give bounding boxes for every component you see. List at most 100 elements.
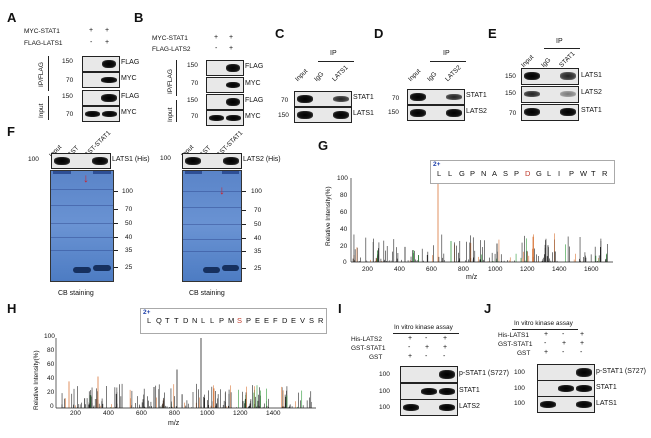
residue: N [192, 316, 198, 325]
x-tick: 1000 [488, 266, 503, 273]
mw-marker: 150 [505, 90, 516, 97]
panel-letter-i: I [338, 301, 342, 316]
coomassie-gel-right [182, 170, 242, 282]
y-axis-label: Relative Intensity(%) [33, 350, 40, 410]
y-tick: 80 [47, 347, 55, 354]
mw-marker: 70 [191, 80, 199, 87]
blot-label: FLAG [245, 63, 264, 70]
coomassie-gel-left [50, 170, 114, 282]
side-label-ip: IP/FLAG [38, 62, 45, 87]
row-label: His-LATS2 [351, 336, 382, 343]
x-tick: 200 [70, 410, 81, 417]
gel-marker: 50 [125, 220, 133, 227]
blot-label: MYC [245, 80, 261, 87]
residue: E [255, 316, 261, 325]
row-label-flag-lats2: FLAG-LATS2 [152, 46, 191, 53]
blot-label: LATS1 [581, 72, 602, 79]
blot-a-input-myc [82, 106, 120, 122]
sign: + [425, 344, 430, 351]
residue: W [580, 169, 588, 178]
mw-marker: 100 [514, 385, 525, 392]
residue: L [437, 169, 442, 178]
mw-marker: 150 [187, 97, 198, 104]
panel-letter-g: G [318, 138, 329, 153]
blot-label: FLAG [121, 59, 140, 66]
blot-label: LATS2 [581, 89, 602, 96]
gel-marker: 40 [125, 234, 133, 241]
y-tick: 20 [47, 389, 55, 396]
mw-marker: 100 [379, 371, 390, 378]
side-label-input: Input [167, 107, 174, 122]
blot-c-lats1 [294, 107, 352, 123]
blot-label: STAT1 [581, 107, 602, 114]
blot-label: FLAG [245, 97, 264, 104]
blot-f-lats1-his [51, 153, 111, 169]
gel-marker: 70 [125, 206, 133, 213]
mw-marker: 100 [28, 156, 39, 163]
ms-spectrum-h [55, 338, 316, 409]
mw-marker: 70 [392, 95, 400, 102]
lane-label: IgG [313, 70, 326, 83]
sign: - [408, 344, 411, 351]
residue: T [591, 169, 596, 178]
gel-caption: CB staining [189, 290, 225, 297]
blot-j-pstat1 [537, 364, 595, 381]
mw-marker: 100 [160, 155, 171, 162]
blot-j-lats1 [537, 396, 595, 413]
residue: P [569, 169, 575, 178]
mw-marker: 100 [514, 369, 525, 376]
mw-marker: 150 [62, 93, 73, 100]
sign: - [562, 349, 565, 356]
lane-label: IgG [426, 70, 439, 83]
x-tick: 400 [394, 266, 405, 273]
sign: + [544, 349, 549, 356]
gel-marker: 70 [254, 207, 262, 214]
gel-marker: 40 [254, 235, 262, 242]
mw-marker: 100 [514, 400, 525, 407]
residue: E [264, 316, 270, 325]
x-tick: 1400 [266, 410, 281, 417]
mw-marker: 70 [281, 97, 289, 104]
y-tick: 0 [343, 259, 347, 266]
blot-label: p-STAT1 (S727) [596, 368, 646, 375]
sign: + [544, 331, 549, 338]
residue: L [147, 316, 152, 325]
lane-label: STAT1 [558, 50, 577, 69]
y-tick: 40 [340, 226, 348, 233]
blot-b-input-flag [206, 94, 244, 110]
mw-marker: 150 [388, 109, 399, 116]
residue: G [459, 169, 465, 178]
arrow-icon: ↓ [83, 171, 89, 185]
x-tick: 800 [458, 266, 469, 273]
mw-marker: 100 [379, 388, 390, 395]
blot-label: STAT1 [353, 94, 374, 101]
row-label: GST-STAT1 [498, 341, 533, 348]
sign: - [580, 349, 583, 356]
sign: + [229, 45, 234, 52]
lane-label: LATS1 [331, 64, 350, 83]
residue: R [318, 316, 324, 325]
residue: A [492, 169, 498, 178]
panel-letter-a: A [7, 10, 17, 25]
sign: + [105, 39, 110, 46]
row-label-myc-stat1: MYC-STAT1 [24, 28, 60, 35]
y-tick: 100 [44, 333, 55, 340]
blot-label: STAT1 [596, 384, 617, 391]
blot-i-pstat1 [400, 366, 458, 383]
y-tick: 0 [50, 403, 54, 410]
x-tick: 1600 [584, 266, 599, 273]
sign: + [229, 34, 234, 41]
row-label: GST-STAT1 [351, 345, 386, 352]
blot-b-ip-flag [206, 60, 244, 76]
lane-label: Input [407, 67, 423, 83]
charge-state: 2+ [433, 161, 441, 168]
residue: S [309, 316, 315, 325]
blot-i-lats2 [400, 399, 458, 416]
sign: + [408, 353, 413, 360]
lane-label: Input [294, 67, 310, 83]
residue: F [273, 316, 278, 325]
lane-label: LATS2 [444, 64, 463, 83]
blot-label: LATS2 [466, 108, 487, 115]
y-tick: 100 [337, 175, 348, 182]
